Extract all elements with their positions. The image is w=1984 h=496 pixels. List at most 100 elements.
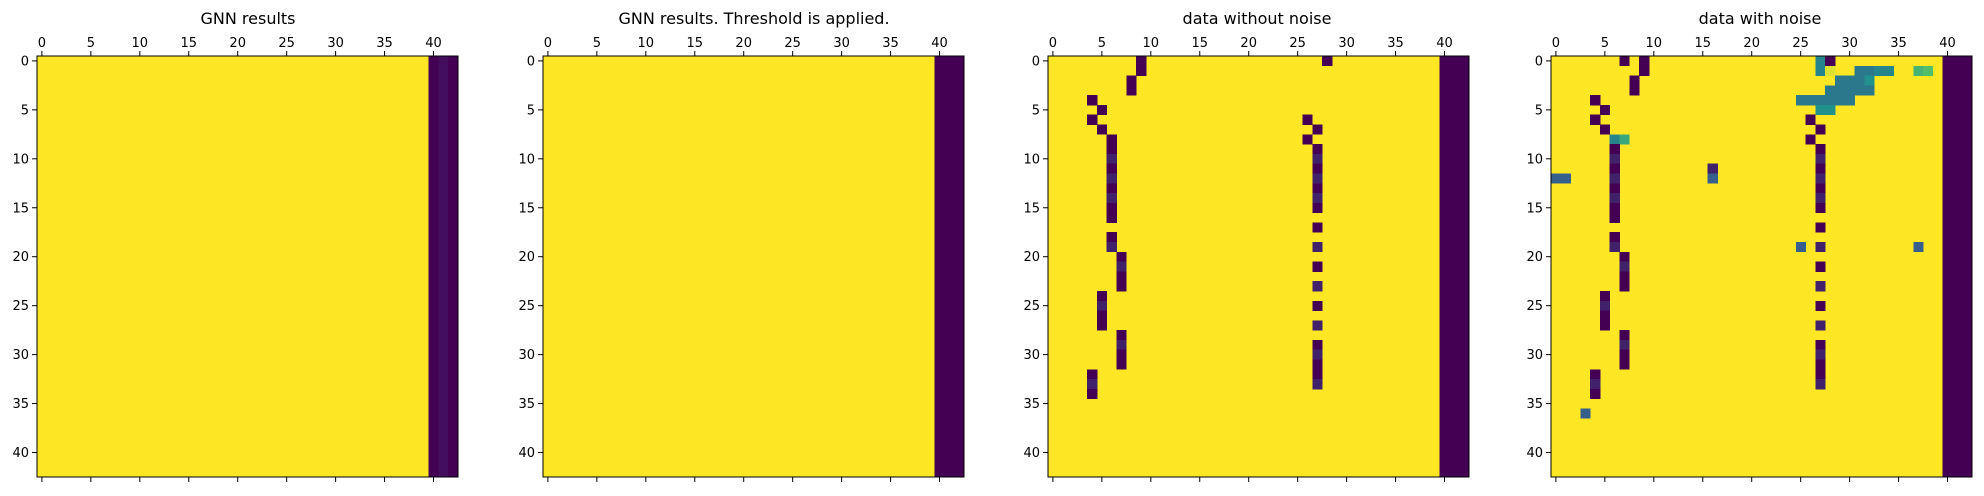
y-tick-label: 5: [1032, 103, 1040, 118]
heatmap-cell: [1864, 65, 1875, 76]
heatmap-cell: [1864, 85, 1875, 96]
panel-gnn-results: GNN results 0 5 10 15 20 25 30 35 40 0 5 10 15 20 25 30…: [12, 9, 459, 482]
heatmap-cell: [1815, 300, 1826, 311]
heatmap-cell: [1844, 75, 1855, 86]
heatmap-cell: [1609, 242, 1620, 253]
x-tick-label: 5: [593, 36, 601, 51]
heatmap-cell: [1619, 56, 1630, 67]
heatmap-cell: [1590, 369, 1601, 380]
x-tick-label: 15: [180, 36, 197, 51]
x-tick-label: 30: [327, 36, 344, 51]
heatmap-column-band: [1459, 56, 1470, 477]
heatmap-cell: [1707, 163, 1718, 174]
heatmap-cell: [1106, 242, 1117, 253]
axes: 0 5 10 15 20 25 30 35 40 0 5 10 15 20 25 30 35 40: [12, 36, 459, 482]
heatmap-cell: [1815, 183, 1826, 194]
heatmap-cell: [1312, 242, 1323, 253]
y-tick-label: 15: [1023, 201, 1040, 216]
heatmap-cell: [1106, 134, 1117, 145]
chart-title: GNN results: [200, 9, 295, 28]
y-tick-label: 15: [12, 201, 29, 216]
heatmap-cell: [1629, 85, 1640, 96]
heatmap-cell: [1815, 242, 1826, 253]
heatmap-cell: [1815, 104, 1826, 116]
heatmap-cell: [1883, 65, 1895, 76]
heatmap-cell: [1815, 261, 1826, 272]
heatmap-cell: [1116, 359, 1127, 370]
heatmap-cell: [1312, 379, 1323, 390]
axes: 0 5 10 15 20 25 30 35 40 0 5 10 15 20 25 30 35 40: [1023, 36, 1470, 482]
panel-data-without-noise: data without noise 0 5 10 15 20 25 30 35 40 0 5 10 1…: [1023, 9, 1470, 482]
heatmap-cell: [1874, 65, 1885, 76]
x-tick-label: 35: [882, 36, 899, 51]
heatmap-cell: [1619, 330, 1630, 341]
heatmap-cell: [1312, 144, 1323, 155]
heatmap-cell: [1580, 408, 1591, 419]
axes-frame: [1047, 55, 1470, 478]
x-tick-label: 10: [1646, 36, 1663, 51]
x-tick-label: 15: [1694, 36, 1711, 51]
heatmap-cell: [1087, 95, 1098, 106]
x-tick-label: 25: [1289, 36, 1306, 51]
heatmap-cell: [1805, 134, 1816, 145]
heatmap-cell: [1106, 212, 1117, 223]
heatmap-cell: [1312, 173, 1323, 184]
heatmap-cell: [1609, 153, 1620, 165]
heatmap-cell: [1609, 202, 1620, 214]
heatmap-cell: [1312, 183, 1323, 194]
y-tick-label: 15: [1526, 201, 1543, 216]
heatmap-cell: [1825, 95, 1836, 106]
heatmap-cell: [1116, 349, 1127, 360]
panel-data-with-noise: data with noise 0 5 10 15 20 25 30 35 40 0 5 10 15 20…: [1526, 9, 1973, 482]
heatmap-cell: [1106, 173, 1117, 184]
y-tick-label: 0: [527, 54, 535, 69]
y-tick-label: 25: [518, 299, 535, 314]
y-tick-label: 25: [1526, 299, 1543, 314]
x-tick-label: 35: [1890, 36, 1907, 51]
heatmap: [543, 56, 965, 477]
heatmap-cell: [1312, 300, 1323, 311]
heatmap: [37, 56, 459, 477]
heatmap-column-band: [944, 56, 955, 477]
x-tick-label: 20: [229, 36, 246, 51]
heatmap-cell: [1599, 310, 1611, 321]
heatmap-cell: [1834, 95, 1846, 106]
heatmap-background: [37, 56, 458, 477]
heatmap-cell: [1106, 202, 1117, 214]
heatmap-cell: [1834, 75, 1846, 86]
heatmap-cell: [1815, 163, 1826, 174]
heatmap-cell: [1815, 124, 1826, 135]
y-tick-label: 35: [1023, 397, 1040, 412]
x-tick-label: 25: [784, 36, 801, 51]
y-tick-label: 30: [1023, 348, 1040, 363]
heatmap-cell: [1312, 349, 1323, 360]
heatmap: [1048, 56, 1470, 477]
heatmap-cell: [1126, 85, 1137, 96]
x-tick-label: 25: [1792, 36, 1809, 51]
heatmap-cell: [1116, 339, 1127, 351]
y-tick-label: 5: [21, 103, 29, 118]
heatmap-background: [543, 56, 964, 477]
y-tick-label: 20: [518, 250, 535, 265]
x-tick-label: 25: [278, 36, 295, 51]
x-tick-label: 5: [1601, 36, 1609, 51]
heatmap-cell: [1844, 95, 1855, 106]
y-tick-label: 30: [518, 348, 535, 363]
y-tick-label: 25: [12, 299, 29, 314]
heatmap-cell: [1609, 193, 1620, 204]
y-tick-label: 5: [1535, 103, 1543, 118]
x-tick-label: 0: [544, 36, 552, 51]
x-tick-label: 40: [931, 36, 948, 51]
heatmap-cell: [1116, 281, 1127, 292]
heatmap-column-band: [1962, 56, 1973, 477]
y-tick-label: 35: [12, 397, 29, 412]
heatmap-background: [1048, 56, 1469, 477]
heatmap-cell: [1106, 144, 1117, 155]
heatmap-column-band: [1449, 56, 1460, 477]
heatmap-cell: [1590, 388, 1601, 400]
heatmap-cell: [1312, 222, 1323, 233]
heatmap-cell: [1854, 85, 1865, 96]
heatmap-column-band: [954, 56, 965, 477]
heatmap-cell: [1312, 320, 1323, 331]
heatmap-column-band: [1439, 56, 1450, 477]
